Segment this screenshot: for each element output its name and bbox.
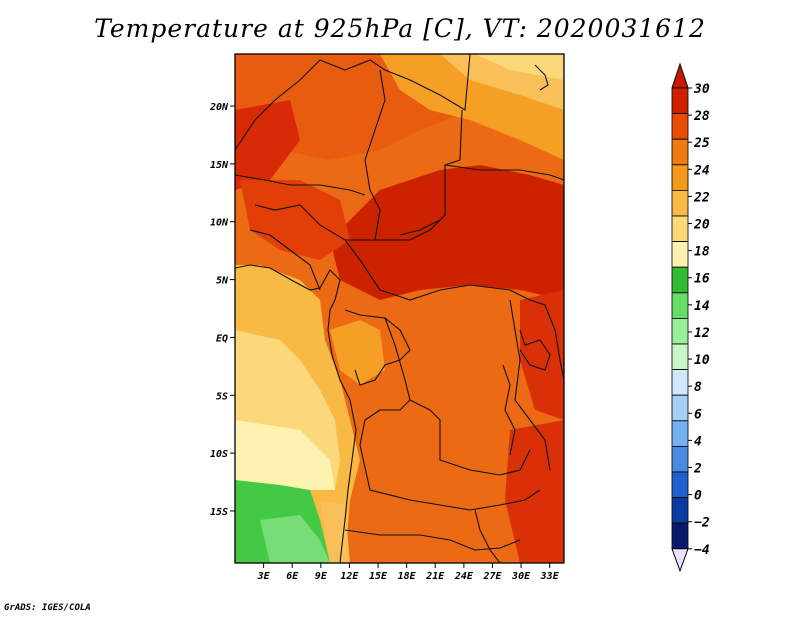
colorbar-label: 18	[694, 245, 710, 260]
colorbar-swatch	[671, 317, 689, 345]
colorbar-swatch	[671, 522, 689, 550]
credit-text: GrADS: IGES/COLA	[4, 603, 91, 613]
field-gabon	[330, 320, 385, 385]
lon-tick-label: 9E	[315, 571, 328, 582]
lat-tick-label: 10S	[210, 449, 228, 460]
colorbar-label: 2	[693, 461, 702, 476]
field-atlantic-palest	[235, 420, 335, 490]
lon-tick-label: 6E	[286, 571, 299, 582]
colorbar-top-triangle	[671, 62, 689, 89]
lon-tick-label: 3E	[257, 571, 271, 582]
coastline	[235, 264, 357, 563]
lon-tick-label: 33E	[540, 571, 560, 582]
field-west-hot	[235, 100, 300, 190]
lon-tick-label: 27E	[482, 571, 502, 582]
colorbar-label: −4	[694, 543, 710, 558]
lat-tick-label: 20N	[209, 102, 229, 113]
colorbar-swatch	[671, 420, 689, 447]
colorbar-swatch	[671, 138, 689, 166]
colorbar-label: −2	[694, 516, 710, 531]
colorbar-swatch	[671, 445, 689, 473]
colorbar-label: 6	[694, 407, 702, 422]
field-east-red	[520, 290, 564, 420]
colorbar-swatch	[671, 189, 689, 217]
lat-tick-label: 15N	[210, 160, 229, 171]
lon-tick-label: 18E	[398, 571, 417, 582]
borders	[235, 54, 564, 563]
lat-tick-label: 15S	[210, 507, 228, 518]
lon-tick-label: 30E	[511, 571, 531, 582]
field-green-light	[260, 515, 330, 563]
lon-tick-label: 15E	[369, 571, 388, 582]
colorbar-label: 24	[693, 163, 710, 178]
field-west-central	[240, 180, 350, 260]
colorbar-swatch	[671, 369, 689, 396]
colorbar-swatch	[671, 164, 689, 191]
latitude-axis: 20N 15N 10N 5N EQ 5S 10S 15S	[209, 102, 235, 518]
longitude-axis: 3E 6E 9E 12E 15E 18E 21E 24E 27E 30E 33E	[257, 563, 560, 582]
colorbar-swatch	[671, 266, 689, 294]
colorbar-swatch	[671, 215, 689, 243]
colorbar-label: 22	[693, 190, 710, 205]
colorbar-swatch	[671, 292, 689, 319]
lat-tick-label: EQ	[216, 333, 228, 344]
map-frame	[234, 53, 565, 564]
colorbar-label: 0	[694, 489, 702, 504]
colorbar-label: 12	[694, 326, 710, 341]
lat-tick-label: 5N	[216, 276, 229, 287]
colorbar-label: 10	[694, 353, 710, 368]
colorbar-swatch	[671, 471, 689, 499]
colorbar-label: 4	[694, 434, 702, 449]
field-coast-pale	[320, 500, 350, 563]
field-central-red	[330, 165, 564, 300]
colorbar-label: 25	[693, 136, 710, 151]
lon-tick-label: 24E	[454, 571, 474, 582]
lon-tick-label: 21E	[425, 571, 445, 582]
colorbar-swatch	[671, 497, 689, 524]
lat-tick-label: 10N	[210, 218, 229, 229]
colorbar-label: 16	[694, 272, 710, 287]
field-southeast-red	[505, 420, 564, 563]
map-title: Temperature at 925hPa [C], VT: 202003161…	[94, 14, 706, 43]
colorbar-label: 28	[693, 109, 710, 124]
colorbar-swatch	[671, 113, 689, 140]
colorbar-label: 20	[693, 218, 710, 233]
temperature-field	[235, 54, 564, 563]
colorbar-swatch	[671, 241, 689, 268]
lat-tick-label: 5S	[216, 391, 228, 402]
colorbar-label: 30	[693, 82, 710, 97]
colorbar-swatch	[671, 343, 689, 371]
lon-tick-label: 12E	[340, 571, 359, 582]
colorbar-label: 14	[694, 299, 710, 314]
colorbar-bottom-triangle	[671, 548, 689, 573]
colorbar-swatch	[671, 394, 689, 422]
field-northeast-palest	[475, 54, 564, 80]
colorbar-swatch	[671, 87, 689, 115]
colorbar-label: 8	[694, 380, 702, 395]
